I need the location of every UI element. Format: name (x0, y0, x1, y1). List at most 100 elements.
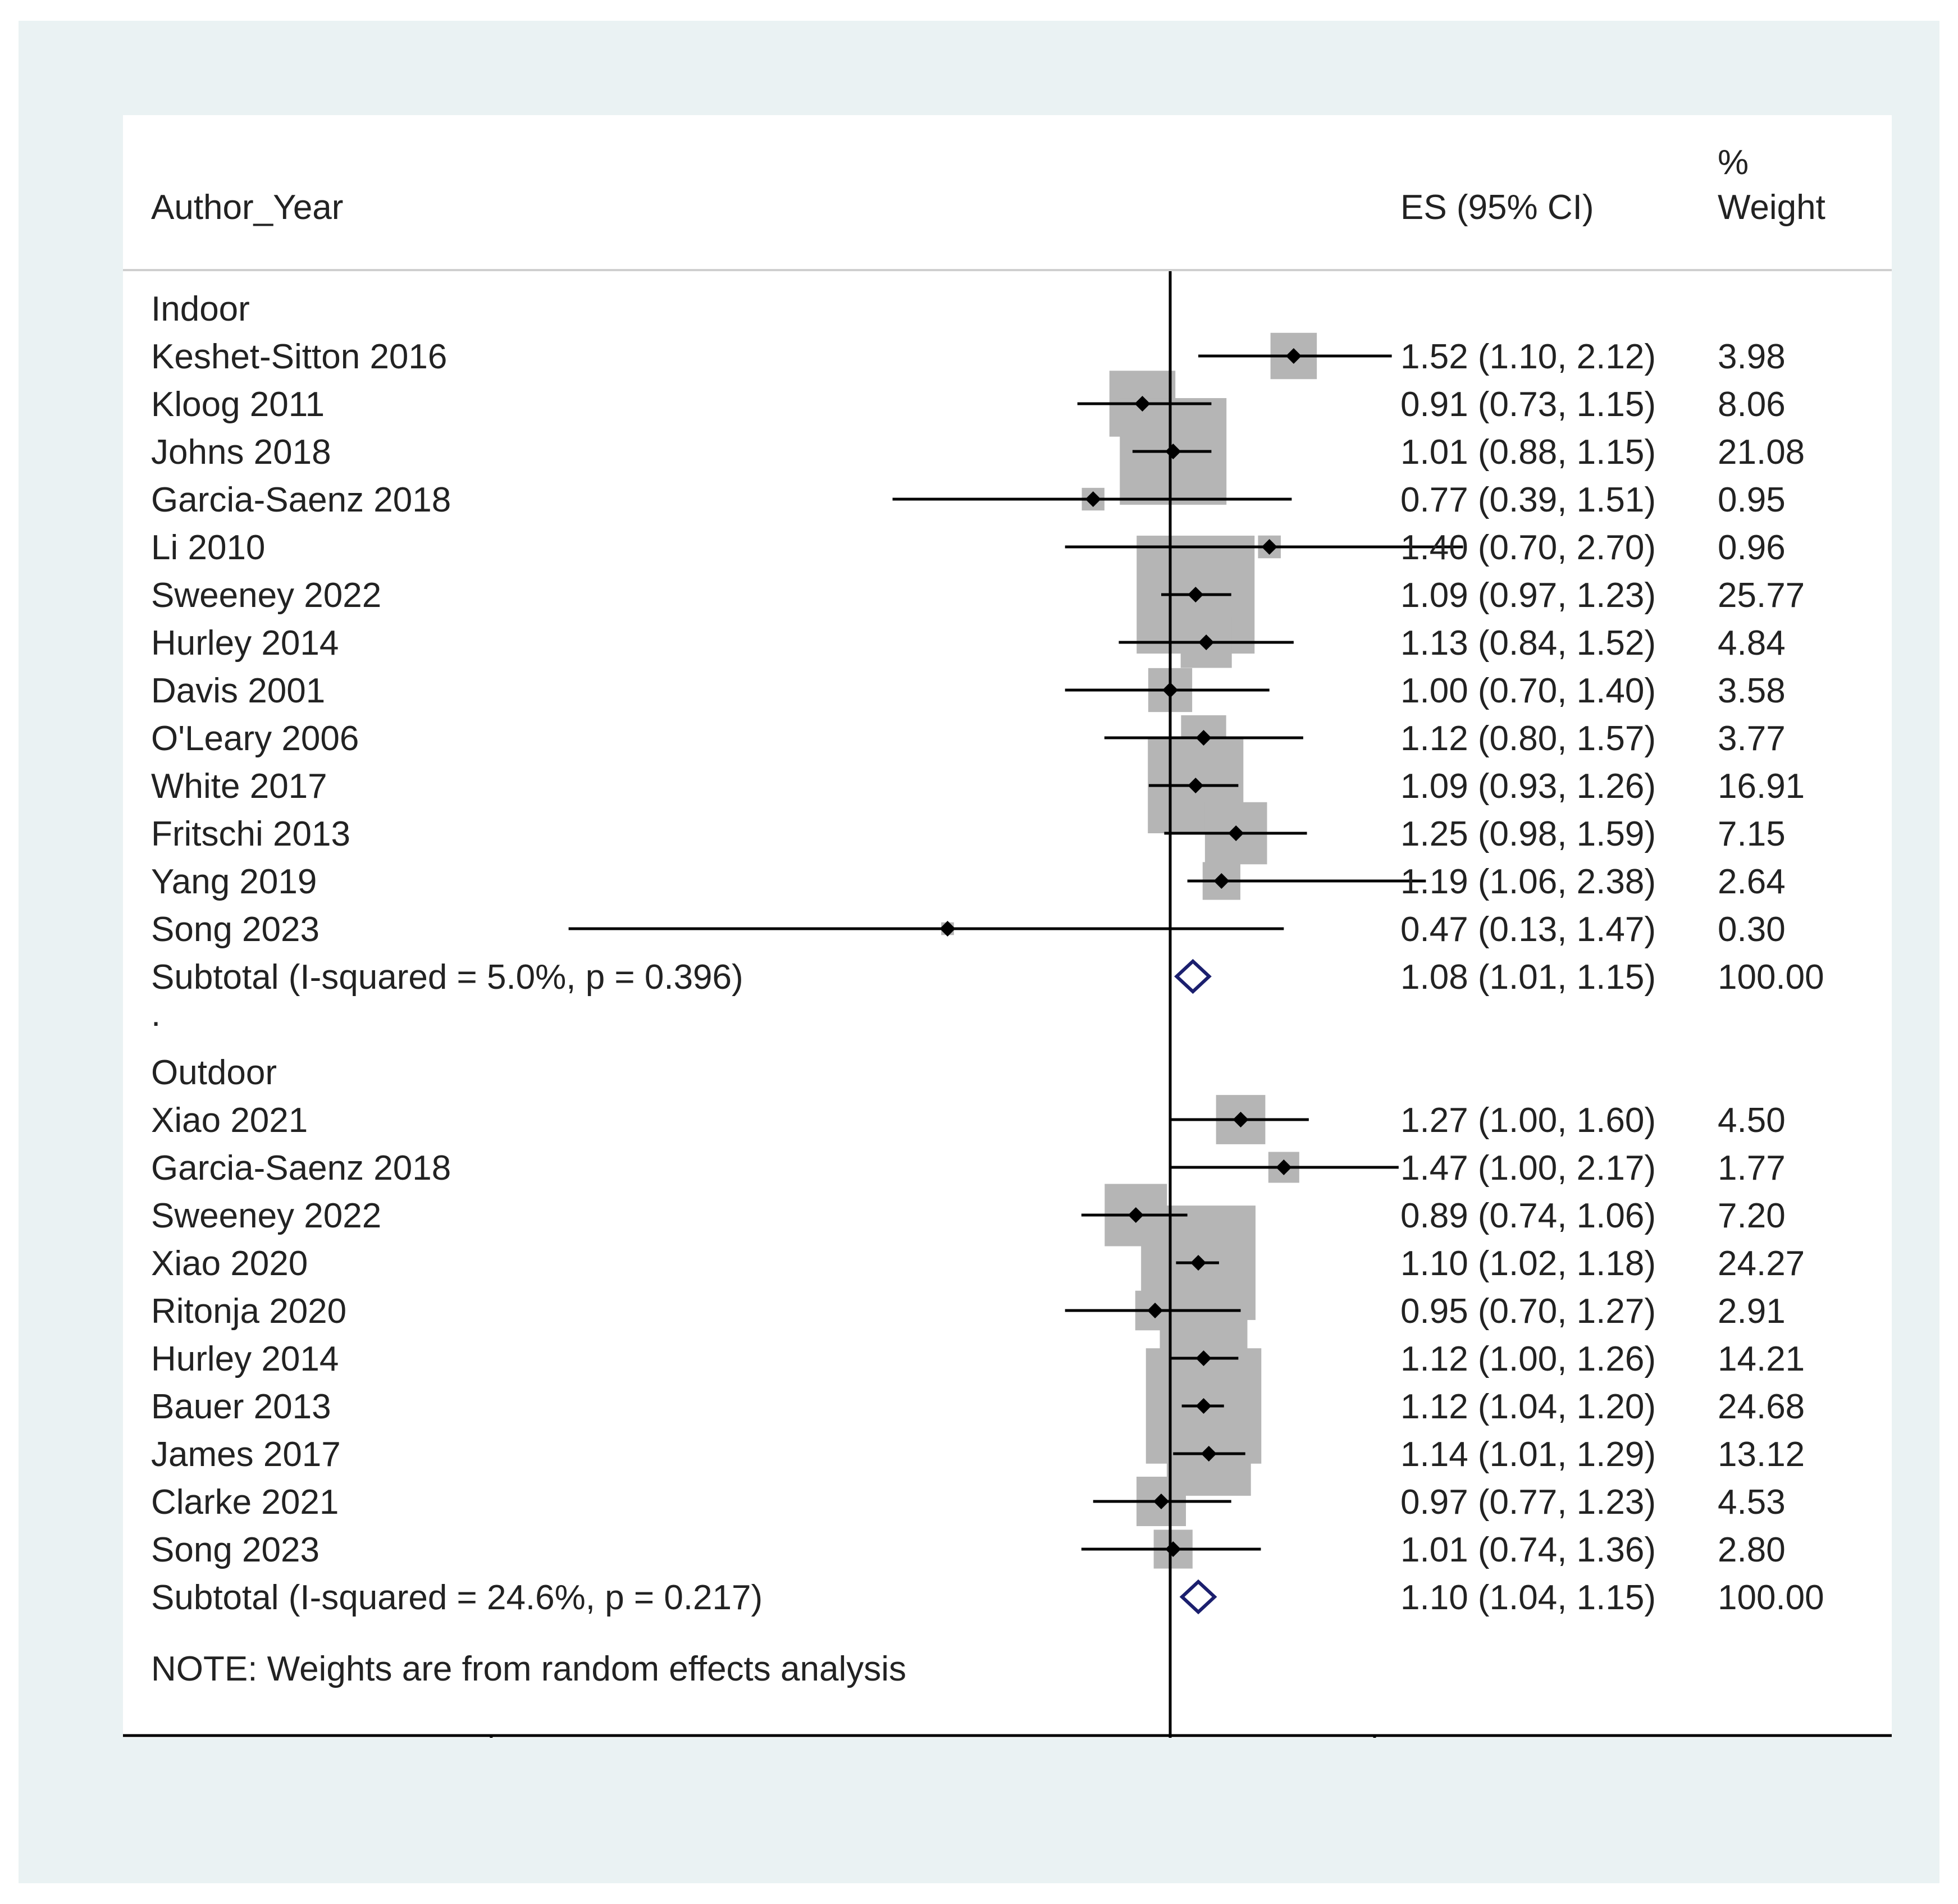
study-es-ci: 1.01 (0.88, 1.15) (1400, 433, 1656, 472)
study-label: Sweeney 2022 (151, 576, 381, 615)
point-estimate (1261, 539, 1277, 555)
weights-note: NOTE: Weights are from random effects an… (151, 1650, 906, 1688)
study-es-ci: 1.12 (1.04, 1.20) (1400, 1387, 1656, 1426)
point-estimate (939, 921, 956, 937)
study-weight: 3.98 (1718, 337, 1786, 376)
point-estimate (1128, 1207, 1144, 1223)
study-weight: 24.27 (1718, 1244, 1805, 1283)
point-estimate (1188, 778, 1204, 793)
study-es-ci: 1.40 (0.70, 2.70) (1400, 528, 1656, 567)
study-es-ci: 1.52 (1.10, 2.12) (1400, 337, 1656, 376)
point-estimate (1195, 730, 1212, 746)
study-label: Clarke 2021 (151, 1483, 339, 1522)
study-weight: 1.77 (1718, 1149, 1786, 1188)
group-separator: . (151, 995, 161, 1034)
study-es-ci: 1.00 (0.70, 1.40) (1400, 672, 1656, 710)
forest-plot: Author_Year ES (95% CI) % Weight Indoor K… (123, 143, 1892, 1738)
study-weight: 21.08 (1718, 433, 1805, 472)
study-es-ci: 1.10 (1.02, 1.18) (1400, 1244, 1656, 1283)
point-estimate (1188, 587, 1204, 602)
subtotal-weight: 100.00 (1718, 1578, 1824, 1617)
study-weight: 3.77 (1718, 719, 1786, 758)
subtotal-es-ci: 1.08 (1.01, 1.15) (1400, 958, 1656, 997)
study-weight: 24.68 (1718, 1387, 1805, 1426)
study-weight: 0.96 (1718, 528, 1786, 567)
study-es-ci: 1.12 (0.80, 1.57) (1400, 719, 1656, 758)
author-year-header: Author_Year (151, 188, 343, 227)
study-es-ci: 1.09 (0.97, 1.23) (1400, 576, 1656, 615)
study-es-ci: 0.91 (0.73, 1.15) (1400, 385, 1656, 424)
study-weight: 0.30 (1718, 910, 1786, 949)
study-es-ci: 0.77 (0.39, 1.51) (1400, 481, 1656, 519)
study-label: Hurley 2014 (151, 624, 339, 663)
study-label: Li 2010 (151, 528, 265, 567)
subtotal-label: Subtotal (I-squared = 24.6%, p = 0.217) (151, 1578, 763, 1617)
study-label: Kloog 2011 (151, 385, 325, 424)
study-weight: 2.80 (1718, 1531, 1786, 1569)
es-ci-header: ES (95% CI) (1400, 188, 1594, 227)
study-label: Song 2023 (151, 910, 320, 949)
study-label: Hurley 2014 (151, 1340, 339, 1378)
subtotal-diamond (1179, 1579, 1217, 1615)
point-estimate (1285, 348, 1302, 364)
study-weight: 3.58 (1718, 672, 1786, 710)
point-estimate (1134, 396, 1151, 412)
study-weight: 8.06 (1718, 385, 1786, 424)
study-weight: 4.53 (1718, 1483, 1786, 1522)
study-label: Davis 2001 (151, 672, 325, 710)
study-label: Yang 2019 (151, 862, 317, 901)
study-weight: 13.12 (1718, 1435, 1805, 1474)
point-estimate (1195, 1350, 1212, 1366)
point-estimate (1233, 1112, 1249, 1127)
study-label: Fritschi 2013 (151, 815, 350, 853)
study-label: O'Leary 2006 (151, 719, 359, 758)
study-weight: 4.84 (1718, 624, 1786, 663)
study-es-ci: 1.25 (0.98, 1.59) (1400, 815, 1656, 853)
study-es-ci: 1.19 (1.06, 2.38) (1400, 862, 1656, 901)
point-estimate (1276, 1159, 1292, 1175)
study-weight: 0.95 (1718, 481, 1786, 519)
point-estimate (1228, 825, 1244, 841)
study-weight: 2.91 (1718, 1292, 1786, 1331)
weight-header-percent: % (1718, 143, 1749, 182)
study-es-ci: 1.27 (1.00, 1.60) (1400, 1101, 1656, 1140)
point-estimate (1190, 1255, 1207, 1271)
study-label: Garcia-Saenz 2018 (151, 1149, 451, 1188)
study-weight: 2.64 (1718, 862, 1786, 901)
subtotal-weight: 100.00 (1718, 958, 1824, 997)
figure-background: Author_Year ES (95% CI) % Weight Indoor K… (19, 21, 1939, 1883)
study-weight: 16.91 (1718, 767, 1805, 806)
study-label: Keshet-Sitton 2016 (151, 337, 447, 376)
study-weight: 14.21 (1718, 1340, 1805, 1378)
weight-header-label: Weight (1718, 188, 1825, 227)
study-es-ci: 0.89 (0.74, 1.06) (1400, 1197, 1656, 1235)
study-es-ci: 1.14 (1.01, 1.29) (1400, 1435, 1656, 1474)
study-label: Xiao 2021 (151, 1101, 308, 1140)
study-label: James 2017 (151, 1435, 341, 1474)
study-label: Sweeney 2022 (151, 1197, 381, 1235)
subtotal-es-ci: 1.10 (1.04, 1.15) (1400, 1578, 1656, 1617)
point-estimate (1162, 682, 1178, 698)
study-label: White 2017 (151, 767, 327, 806)
study-weight: 25.77 (1718, 576, 1805, 615)
study-es-ci: 1.01 (0.74, 1.36) (1400, 1531, 1656, 1569)
study-label: Xiao 2020 (151, 1244, 308, 1283)
study-es-ci: 0.47 (0.13, 1.47) (1400, 910, 1656, 949)
study-es-ci: 1.13 (0.84, 1.52) (1400, 624, 1656, 663)
point-estimate (1198, 634, 1215, 650)
subtotal-diamond (1174, 958, 1212, 994)
point-estimate (1201, 1446, 1217, 1462)
study-label: Bauer 2013 (151, 1387, 331, 1426)
study-es-ci: 1.47 (1.00, 2.17) (1400, 1149, 1656, 1188)
group-label-indoor: Indoor (151, 290, 250, 328)
study-es-ci: 0.97 (0.77, 1.23) (1400, 1483, 1656, 1522)
point-estimate (1213, 873, 1230, 889)
study-es-ci: 0.95 (0.70, 1.27) (1400, 1292, 1656, 1331)
point-estimate (1147, 1303, 1163, 1318)
study-es-ci: 1.09 (0.93, 1.26) (1400, 767, 1656, 806)
study-weight: 7.20 (1718, 1197, 1786, 1235)
forest-plot-panel: Author_Year ES (95% CI) % Weight Indoor K… (123, 115, 1892, 1738)
study-weight: 7.15 (1718, 815, 1786, 853)
study-label: Song 2023 (151, 1531, 320, 1569)
study-label: Ritonja 2020 (151, 1292, 346, 1331)
